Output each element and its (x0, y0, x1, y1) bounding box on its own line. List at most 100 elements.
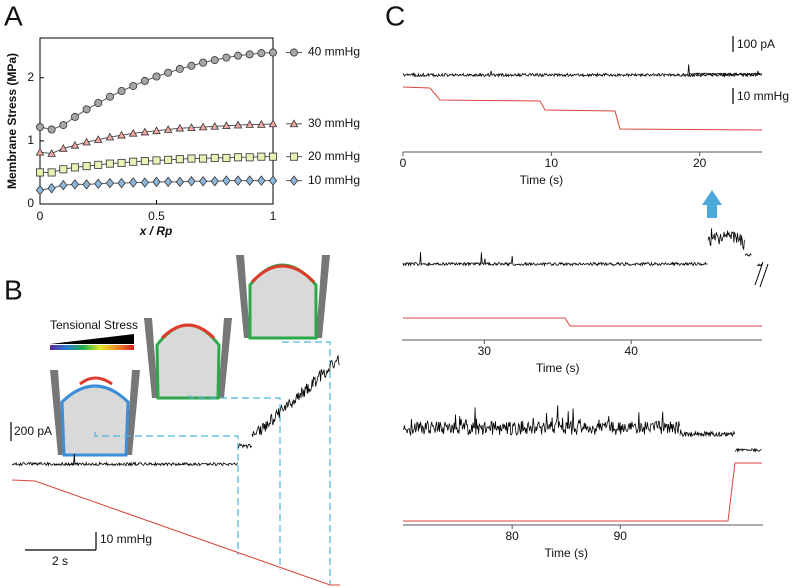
marker (257, 120, 266, 128)
marker (59, 121, 68, 130)
colorbar-label: Tensional Stress (50, 318, 138, 332)
marker (289, 48, 298, 57)
marker (164, 68, 173, 77)
x-tick-label: 90 (614, 529, 628, 543)
marker (152, 126, 161, 135)
marker (210, 153, 219, 162)
marker (152, 176, 161, 188)
marker (289, 175, 299, 186)
x-tick-label: 0 (400, 156, 407, 170)
colorbar-wedge (50, 334, 134, 344)
arrow (702, 190, 722, 218)
marker (210, 121, 220, 130)
marker (187, 176, 196, 187)
marker (70, 163, 79, 172)
current-trace (707, 228, 745, 251)
current-trace (687, 64, 762, 77)
marker (117, 158, 126, 167)
marker (105, 177, 115, 189)
marker (222, 175, 231, 186)
marker (175, 155, 184, 164)
marker (70, 179, 80, 190)
marker (152, 156, 161, 165)
marker (94, 160, 103, 169)
marker (245, 175, 254, 186)
scale-label: 2 s (52, 554, 68, 568)
marker (175, 64, 184, 73)
colorbar (50, 345, 134, 350)
x-axis-title: Time (s) (536, 361, 580, 375)
y-tick-label: 1 (27, 133, 34, 147)
marker (257, 175, 266, 186)
marker (59, 179, 68, 191)
marker (117, 87, 126, 96)
x-tick-label: 0 (37, 209, 44, 223)
x-tick-label: 10 (545, 156, 559, 170)
scale-label: 10 mmHg (100, 532, 152, 546)
x-tick-label: 30 (478, 344, 492, 358)
marker (35, 184, 45, 196)
marker (210, 176, 219, 187)
current-trace (11, 453, 238, 467)
marker (59, 165, 68, 174)
marker (198, 122, 208, 131)
marker (234, 153, 243, 162)
panel-label: C (385, 0, 405, 31)
marker (94, 99, 103, 108)
x-tick-label: 1 (270, 209, 277, 223)
marker (163, 125, 173, 133)
marker (289, 119, 299, 128)
connector-lines (94, 341, 331, 585)
marker (129, 157, 138, 166)
marker (35, 147, 45, 156)
legend-label: 30 mmHg (308, 116, 360, 130)
marker (164, 176, 173, 188)
marker (175, 123, 185, 132)
x-axis-title: Time (s) (520, 173, 564, 187)
current-trace (402, 70, 762, 78)
marker (268, 48, 277, 57)
marker (233, 120, 243, 129)
current-trace (756, 263, 763, 267)
marker (210, 56, 219, 65)
current-trace (744, 253, 752, 257)
x-axis-title: x / Rp (139, 224, 173, 238)
y-tick-label: 0 (27, 196, 34, 210)
marker (70, 140, 80, 149)
marker (82, 137, 91, 146)
marker (70, 112, 79, 121)
pressure-trace (403, 462, 762, 522)
marker (47, 182, 56, 194)
scale-label: 200 pA (14, 424, 52, 438)
marker (199, 58, 208, 67)
current-trace (402, 405, 680, 437)
marker (105, 159, 114, 168)
marker (187, 61, 196, 70)
marker (257, 49, 266, 58)
scale-bars (10, 36, 734, 551)
x-tick-label: 20 (693, 156, 707, 170)
marker (129, 81, 138, 90)
marker (245, 50, 254, 59)
marker (234, 51, 243, 60)
marker (105, 132, 115, 141)
pressure-trace (402, 86, 763, 131)
scale-label: 100 pA (737, 37, 775, 51)
marker (289, 152, 298, 161)
marker (268, 175, 278, 186)
current-trace (251, 354, 340, 437)
marker (222, 153, 231, 162)
marker (117, 177, 126, 189)
pressure-trace (11, 479, 340, 586)
legend-label: 10 mmHg (308, 173, 360, 187)
marker (105, 92, 114, 101)
marker (268, 119, 278, 128)
marker (94, 178, 103, 190)
marker (36, 168, 45, 177)
marker (82, 105, 91, 114)
x-tick-label: 80 (506, 529, 520, 543)
pressure-trace (403, 317, 762, 327)
current-trace (402, 252, 708, 268)
marker (175, 176, 184, 188)
marker (82, 162, 91, 171)
